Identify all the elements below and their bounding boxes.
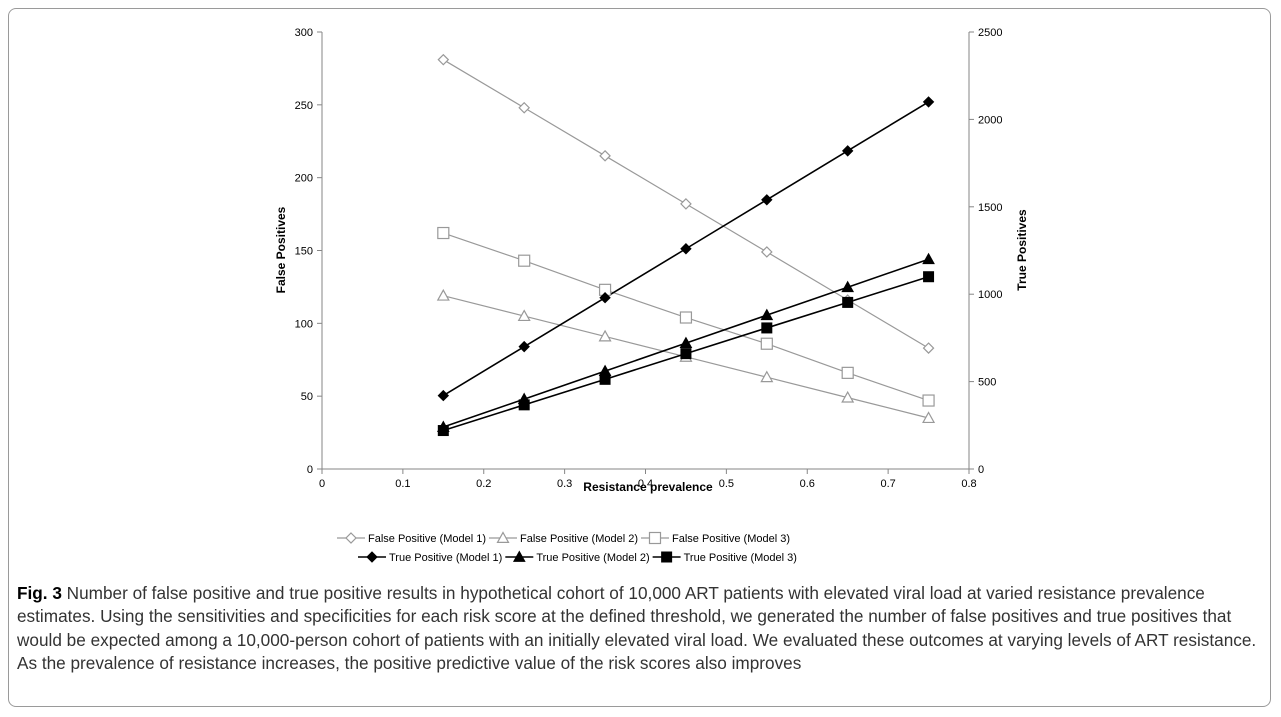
x-tick-label: 0.3 — [557, 478, 572, 490]
data-point-series-2 — [517, 309, 531, 322]
x-tick-label: 0.1 — [395, 478, 410, 490]
x-tick-label: 0.4 — [638, 478, 653, 490]
data-point-series-1 — [599, 149, 611, 162]
data-point-series-6 — [518, 399, 530, 411]
data-point-series-2 — [841, 390, 855, 403]
figure-caption-text: Number of false positive and true positi… — [17, 583, 1257, 673]
data-point-series-3 — [679, 311, 693, 324]
legend-marker-5 — [512, 550, 526, 562]
x-axis-label: Resistance prevalence — [583, 480, 713, 494]
data-point-series-1 — [680, 198, 692, 210]
data-point-series-3 — [922, 394, 935, 407]
legend-label-2: False Positive (Model 2) — [520, 533, 638, 545]
y-left-tick-label: 150 — [295, 246, 313, 258]
data-point-series-3 — [760, 337, 773, 350]
legend-label-5: True Positive (Model 2) — [536, 552, 649, 564]
y-left-tick-label: 50 — [301, 391, 313, 403]
data-point-series-6 — [599, 373, 611, 385]
y-left-tick-label: 100 — [295, 318, 313, 330]
data-point-series-5 — [679, 336, 693, 349]
figure-caption: Fig. 3 Number of false positive and true… — [17, 582, 1262, 675]
y-right-tick-label: 500 — [978, 377, 996, 389]
x-tick-label: 0.7 — [880, 478, 895, 490]
data-point-series-4 — [761, 194, 773, 206]
y-left-tick-label: 250 — [295, 100, 313, 112]
data-point-series-3 — [437, 226, 450, 240]
chart-axes: 0 0.1 0.2 0.3 0.4 0.5 0.6 0.7 0.8050100150200250… — [295, 27, 1003, 490]
legend-marker-4 — [366, 551, 378, 563]
data-point-series-1 — [760, 246, 773, 258]
chart-legend: False Positive (Model 1) False Positive (… — [337, 531, 797, 564]
data-point-series-6 — [680, 348, 692, 360]
y-left-tick-label: 0 — [307, 464, 313, 476]
data-point-series-6 — [437, 425, 449, 437]
data-point-series-3 — [841, 366, 854, 379]
data-point-series-4 — [922, 96, 935, 108]
data-point-series-1 — [518, 101, 531, 114]
data-point-series-5 — [760, 308, 774, 321]
y-axis-left-label: False Positives — [274, 206, 288, 293]
figure-frame — [8, 8, 1271, 707]
y-right-tick-label: 2000 — [978, 114, 1002, 126]
data-point-series-4 — [437, 389, 450, 402]
chart: 0 0.1 0.2 0.3 0.4 0.5 0.6 0.7 0.8050100150200250… — [274, 27, 1029, 564]
data-point-series-5 — [922, 252, 935, 265]
data-point-series-5 — [841, 280, 855, 293]
data-point-series-2 — [598, 329, 612, 342]
legend-marker-6 — [661, 551, 673, 563]
y-right-tick-label: 0 — [978, 464, 984, 476]
x-tick-label: 0 — [319, 478, 325, 490]
data-point-series-6 — [842, 296, 854, 308]
data-point-series-4 — [841, 145, 854, 157]
legend-label-3: False Positive (Model 3) — [672, 533, 790, 545]
y-axis-right-label: True Positives — [1015, 209, 1029, 291]
y-right-tick-label: 2500 — [978, 27, 1002, 39]
data-point-series-6 — [923, 271, 935, 283]
data-point-series-4 — [599, 291, 611, 304]
legend-marker-2 — [496, 531, 510, 544]
data-point-series-1 — [437, 53, 450, 66]
data-point-series-6 — [761, 322, 773, 334]
data-point-series-3 — [518, 254, 531, 267]
x-tick-label: 0.6 — [800, 478, 815, 490]
y-right-tick-label: 1500 — [978, 202, 1002, 214]
data-point-series-2 — [436, 288, 450, 301]
legend-marker-3 — [648, 531, 662, 545]
x-tick-label: 0.2 — [476, 478, 491, 490]
legend-marker-1 — [345, 532, 357, 544]
y-left-tick-label: 300 — [295, 27, 313, 39]
legend-label-6: True Positive (Model 3) — [684, 552, 797, 564]
legend-label-4: True Positive (Model 1) — [389, 552, 502, 564]
data-point-series-2 — [760, 370, 774, 383]
data-point-series-1 — [922, 342, 935, 354]
legend-label-1: False Positive (Model 1) — [368, 533, 486, 545]
data-point-series-4 — [518, 340, 530, 353]
data-point-series-4 — [680, 243, 692, 255]
figure-label: Fig. 3 — [17, 583, 62, 603]
data-point-series-2 — [922, 411, 936, 424]
chart-series-markers — [436, 53, 936, 437]
x-tick-label: 0.5 — [719, 478, 734, 490]
y-right-tick-label: 1000 — [978, 289, 1002, 301]
x-tick-label: 0.8 — [961, 478, 976, 490]
y-left-tick-label: 200 — [295, 173, 313, 185]
